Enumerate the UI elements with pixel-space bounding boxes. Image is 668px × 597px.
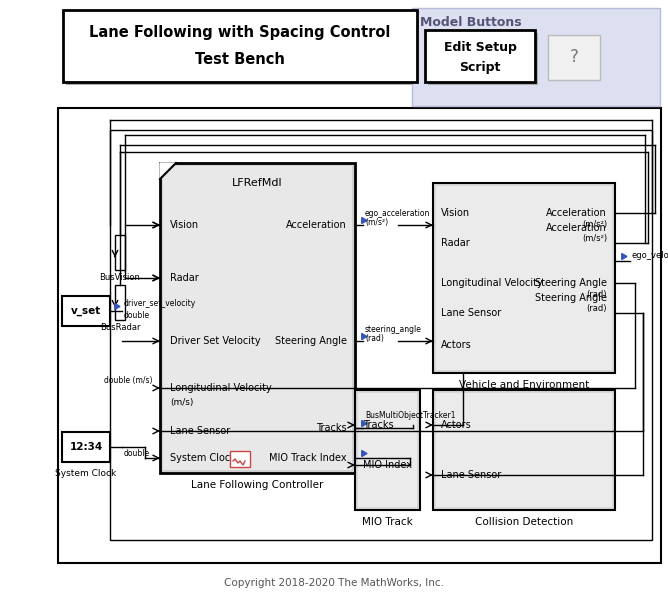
Text: ego_acceleration: ego_acceleration (365, 208, 430, 217)
Bar (63, 10, 417, 82)
Bar (62, 432, 110, 462)
Text: Driver Set Velocity: Driver Set Velocity (170, 336, 261, 346)
Text: MIO Track: MIO Track (362, 517, 413, 527)
Text: Actors: Actors (441, 420, 472, 430)
Bar (66, 13, 420, 85)
Text: Lane Following Controller: Lane Following Controller (191, 480, 324, 490)
Text: Tracks: Tracks (317, 423, 347, 433)
Text: double: double (124, 448, 150, 457)
Bar (62, 296, 110, 326)
Text: (rad): (rad) (587, 303, 607, 312)
Text: Model Buttons: Model Buttons (420, 16, 522, 29)
Bar (115, 285, 125, 320)
Bar (163, 166, 352, 470)
Text: Lane Sensor: Lane Sensor (170, 426, 230, 436)
Text: Script: Script (460, 61, 501, 75)
Text: Collision Detection: Collision Detection (475, 517, 573, 527)
Text: (m/s²): (m/s²) (582, 233, 607, 242)
Text: 12:34: 12:34 (69, 442, 103, 452)
Bar (548, 35, 600, 80)
Text: System Clock: System Clock (55, 469, 117, 478)
Bar (433, 183, 615, 373)
Bar (412, 8, 660, 106)
Text: Vision: Vision (441, 208, 470, 218)
Bar (355, 390, 420, 510)
Text: Radar: Radar (170, 273, 199, 283)
Text: Test Bench: Test Bench (195, 53, 285, 67)
Text: Lane Following with Spacing Control: Lane Following with Spacing Control (90, 24, 391, 39)
Bar (436, 186, 612, 370)
Bar (58, 108, 661, 563)
Bar (160, 163, 355, 473)
Bar (230, 451, 250, 467)
Text: Tracks: Tracks (363, 420, 393, 430)
Bar (425, 30, 535, 82)
Text: Vehicle and Environment: Vehicle and Environment (459, 380, 589, 390)
Text: Copyright 2018-2020 The MathWorks, Inc.: Copyright 2018-2020 The MathWorks, Inc. (224, 578, 444, 588)
Text: (m/s²): (m/s²) (582, 220, 607, 229)
Text: Radar: Radar (441, 238, 470, 248)
Text: ego_velocity: ego_velocity (632, 251, 668, 260)
Bar (433, 390, 615, 510)
Text: (m/s²): (m/s²) (365, 219, 388, 227)
Text: Lane Sensor: Lane Sensor (441, 308, 501, 318)
Text: Steering Angle: Steering Angle (275, 336, 347, 346)
Text: MIO Index: MIO Index (363, 460, 412, 470)
Text: v_set: v_set (71, 306, 101, 316)
Bar (110, 130, 652, 540)
Text: Edit Setup: Edit Setup (444, 42, 516, 54)
Text: BusMultiObjectTracker1: BusMultiObjectTracker1 (365, 411, 456, 420)
Text: steering_angle: steering_angle (365, 325, 422, 334)
Text: driver_set_velocity: driver_set_velocity (124, 298, 196, 307)
Text: Steering Angle: Steering Angle (535, 293, 607, 303)
Text: double: double (124, 310, 150, 319)
Polygon shape (160, 163, 176, 179)
Text: (rad): (rad) (587, 291, 607, 300)
Text: Steering Angle: Steering Angle (535, 278, 607, 288)
Text: Acceleration: Acceleration (546, 208, 607, 218)
Text: Longitudinal Velocity: Longitudinal Velocity (170, 383, 272, 393)
Text: (m/s): (m/s) (170, 399, 193, 408)
Text: Longitudinal Velocity: Longitudinal Velocity (441, 278, 542, 288)
Text: Acceleration: Acceleration (287, 220, 347, 230)
Text: Lane Sensor: Lane Sensor (441, 470, 501, 480)
Text: System Clock: System Clock (170, 453, 236, 463)
Bar (428, 33, 538, 85)
Text: BusVision: BusVision (100, 273, 140, 282)
Bar (436, 393, 612, 507)
Text: ?: ? (570, 48, 578, 66)
Text: MIO Track Index: MIO Track Index (269, 453, 347, 463)
Text: Acceleration: Acceleration (546, 223, 607, 233)
Text: Actors: Actors (441, 340, 472, 350)
Text: Vision: Vision (170, 220, 199, 230)
Text: LFRefMdl: LFRefMdl (232, 178, 283, 188)
Text: (rad): (rad) (365, 334, 384, 343)
Text: double (m/s): double (m/s) (104, 376, 152, 384)
Bar (115, 235, 125, 270)
Text: BusRadar: BusRadar (100, 324, 140, 333)
Bar (358, 393, 417, 507)
